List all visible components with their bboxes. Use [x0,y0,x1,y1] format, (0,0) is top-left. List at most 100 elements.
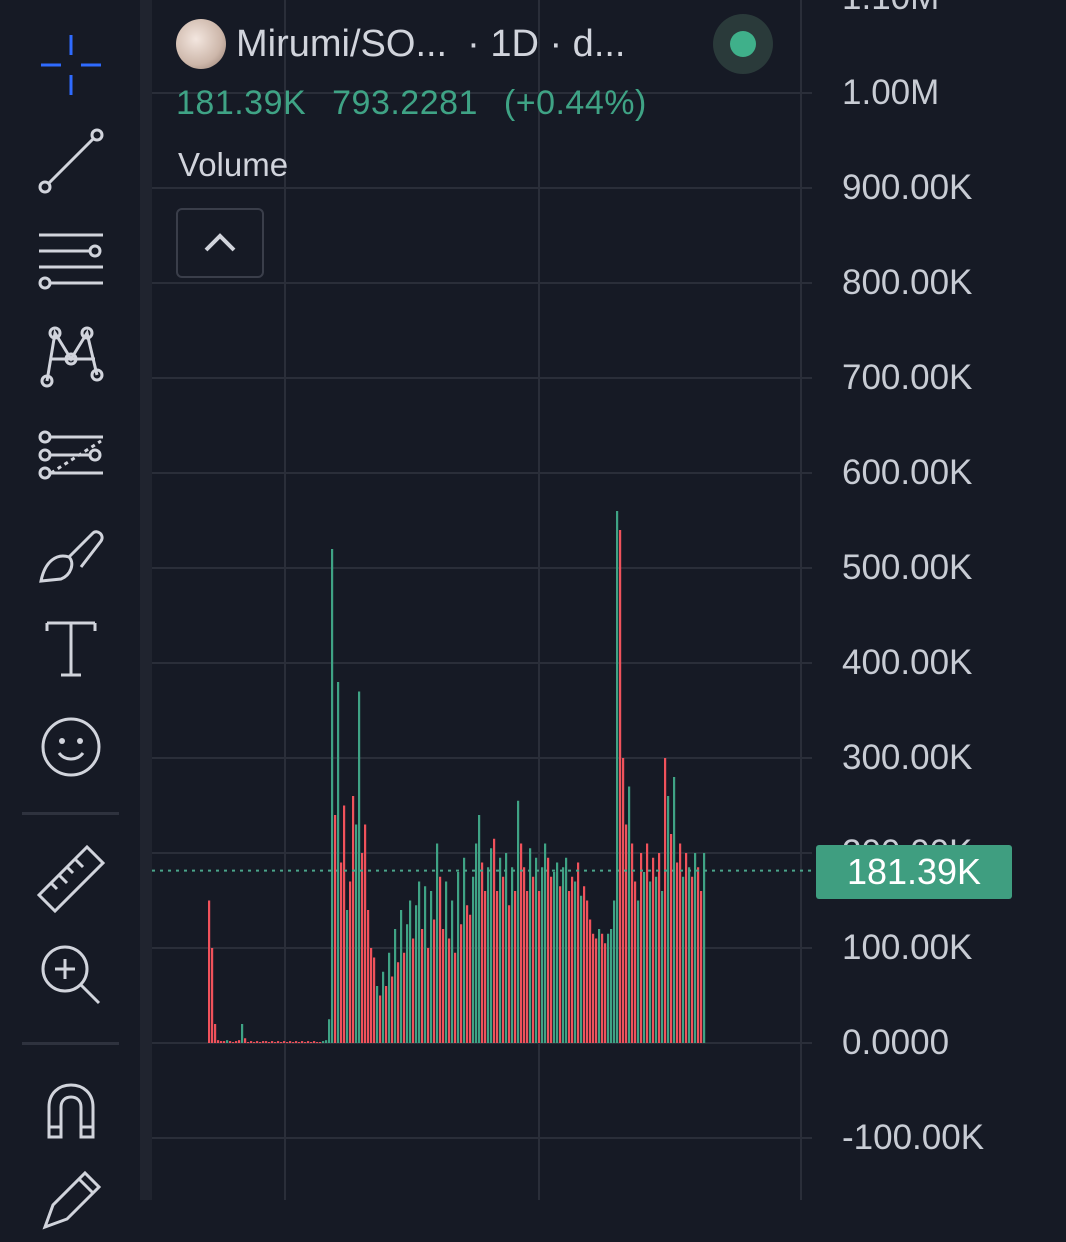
brush-icon[interactable] [30,512,112,594]
volume-bar [592,933,595,1043]
volume-bar [505,853,508,1043]
volume-bar [217,1040,220,1043]
volume-bar [283,1041,286,1043]
volume-bar [661,891,664,1043]
volume-bar [340,862,343,1043]
volume-bar [676,862,679,1043]
volume-bar [595,938,598,1043]
volume-bar [280,1042,283,1044]
volume-bar [445,881,448,1043]
text-icon[interactable] [30,608,112,690]
volume-bar [691,876,694,1043]
volume-bar [604,943,607,1043]
volume-bar [550,876,553,1043]
volume-bar [553,872,556,1043]
volume-bar [286,1042,289,1044]
volume-bar [301,1041,304,1043]
volume-chart [152,0,816,1200]
volume-bar [610,929,613,1043]
volume-bar [295,1041,298,1043]
volume-bar [397,962,400,1043]
volume-bar [388,952,391,1043]
volume-bar [349,881,352,1043]
volume-bar [679,843,682,1043]
volume-bar [271,1041,274,1043]
price-axis-label: 300.00K [842,738,973,777]
volume-bar [232,1042,235,1044]
volume-bar [448,938,451,1043]
market-status-indicator[interactable] [713,14,773,74]
volume-bar [226,1040,229,1043]
pencil-icon[interactable] [30,1160,112,1242]
volume-bar [589,919,592,1043]
volume-bar [211,948,214,1043]
volume-bar [364,824,367,1043]
emoji-icon[interactable] [30,706,112,788]
volume-bar [319,1042,322,1044]
volume-bar [385,986,388,1043]
volume-bar [469,914,472,1043]
crosshair-icon[interactable] [30,24,112,106]
zoom-in-icon[interactable] [30,934,112,1016]
toolbar-separator [22,812,119,815]
horizontal-lines-icon[interactable] [30,216,112,298]
volume-bar [580,895,583,1043]
volume-bar [487,867,490,1043]
magnet-icon[interactable] [30,1070,112,1152]
volume-bar [334,815,337,1043]
volume-bar [697,867,700,1043]
volume-bar [259,1042,262,1044]
chart-pane[interactable]: Mirumi/SO... · 1D · d... 181.39K 793.228… [152,0,1066,1200]
toolbar-scrollbar[interactable] [140,0,152,1200]
volume-bar [436,843,439,1043]
pattern-icon[interactable] [30,314,112,396]
volume-bar [415,905,418,1043]
volume-bar [307,1041,310,1043]
volume-bar [298,1042,301,1044]
trend-line-icon[interactable] [30,120,112,202]
projection-icon[interactable] [30,414,112,496]
volume-bar [346,910,349,1043]
price-axis-label: 1.00M [842,73,940,112]
toolbar-separator [22,1042,119,1045]
volume-bar [274,1042,277,1044]
volume-bar [430,891,433,1043]
volume-bar [694,853,697,1043]
chevron-up-icon [204,233,236,252]
symbol-name: Mirumi/SO... [236,22,448,65]
price-axis-label: 500.00K [842,548,973,587]
ruler-icon[interactable] [30,836,112,918]
volume-bar [538,891,541,1043]
volume-bar [250,1041,253,1043]
volume-bar [664,758,667,1043]
volume-bar [658,853,661,1043]
volume-bar [508,905,511,1043]
token-avatar [176,19,226,69]
price-axis-label: 800.00K [842,263,973,302]
volume-bar [613,900,616,1043]
volume-bar [598,929,601,1043]
volume-bar [562,867,565,1043]
volume-bar [511,867,514,1043]
volume-bar [637,900,640,1043]
volume-bar [520,843,523,1043]
volume-bar [325,1040,328,1043]
volume-bar [583,886,586,1043]
volume-bar [646,843,649,1043]
collapse-legend-button[interactable] [176,208,264,278]
interval-label: · 1D · d... [467,22,626,65]
volume-bar [256,1041,259,1043]
volume-bar [442,929,445,1043]
volume-bar [700,891,703,1043]
volume-bar [685,853,688,1043]
volume-bar [577,862,580,1043]
volume-bar [655,876,658,1043]
volume-bar [265,1041,268,1043]
volume-bar [667,796,670,1043]
volume-bar [439,876,442,1043]
volume-bar [601,933,604,1043]
volume-bar [532,876,535,1043]
volume-bar [622,758,625,1043]
symbol-legend[interactable]: Mirumi/SO... · 1D · d... [176,18,626,70]
volume-bar [481,862,484,1043]
